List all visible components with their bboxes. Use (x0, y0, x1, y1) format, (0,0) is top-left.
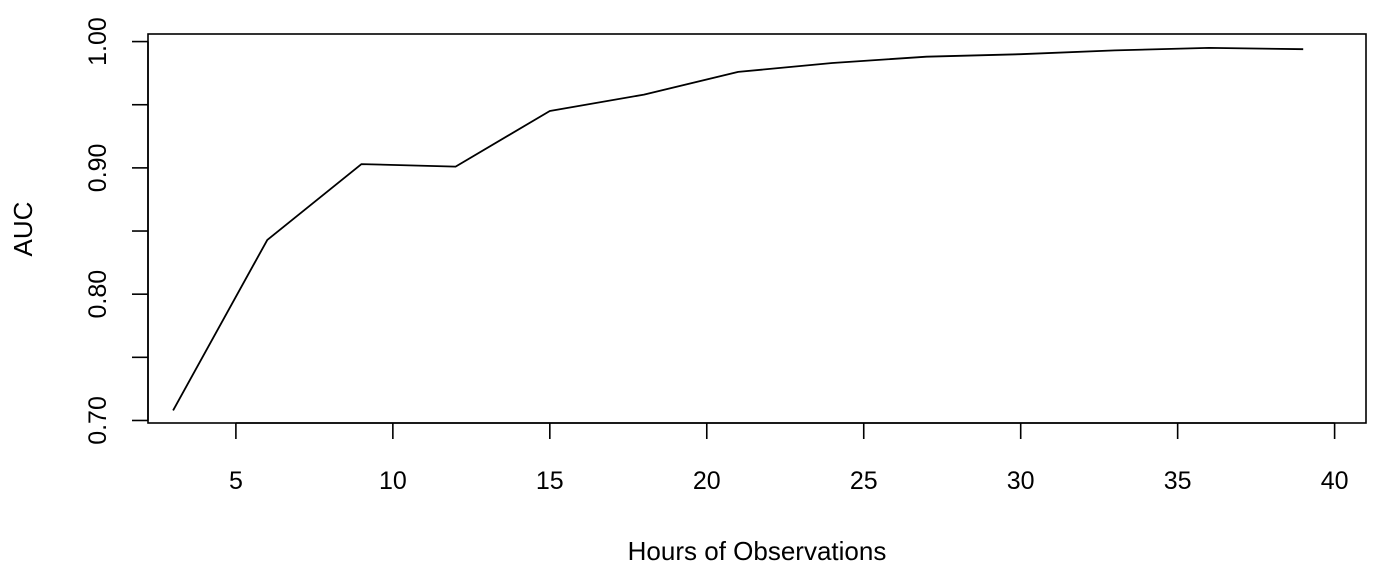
y-tick-label: 0.70 (84, 396, 112, 445)
y-axis: 0.70 0.80 0.90 1.00 (84, 17, 149, 445)
series-line (172, 47, 1304, 411)
x-tick-label: 10 (379, 467, 407, 495)
x-tick-label: 20 (693, 467, 721, 495)
x-tick-label: 30 (1007, 467, 1035, 495)
y-tick-label: 0.90 (84, 144, 112, 193)
x-tick-label: 35 (1164, 467, 1192, 495)
y-tick-label: 1.00 (84, 17, 112, 66)
x-tick-label: 15 (536, 467, 564, 495)
x-tick-label: 5 (229, 467, 243, 495)
x-axis-title: Hours of Observations (628, 536, 887, 565)
x-tick-label: 40 (1321, 467, 1349, 495)
y-axis-title: AUC (8, 202, 38, 257)
y-tick-label: 0.80 (84, 270, 112, 319)
x-axis: 5 10 15 20 25 30 35 40 (229, 422, 1349, 495)
x-tick-label: 25 (850, 467, 878, 495)
plot-frame (147, 33, 1367, 424)
series-layer (172, 47, 1304, 411)
